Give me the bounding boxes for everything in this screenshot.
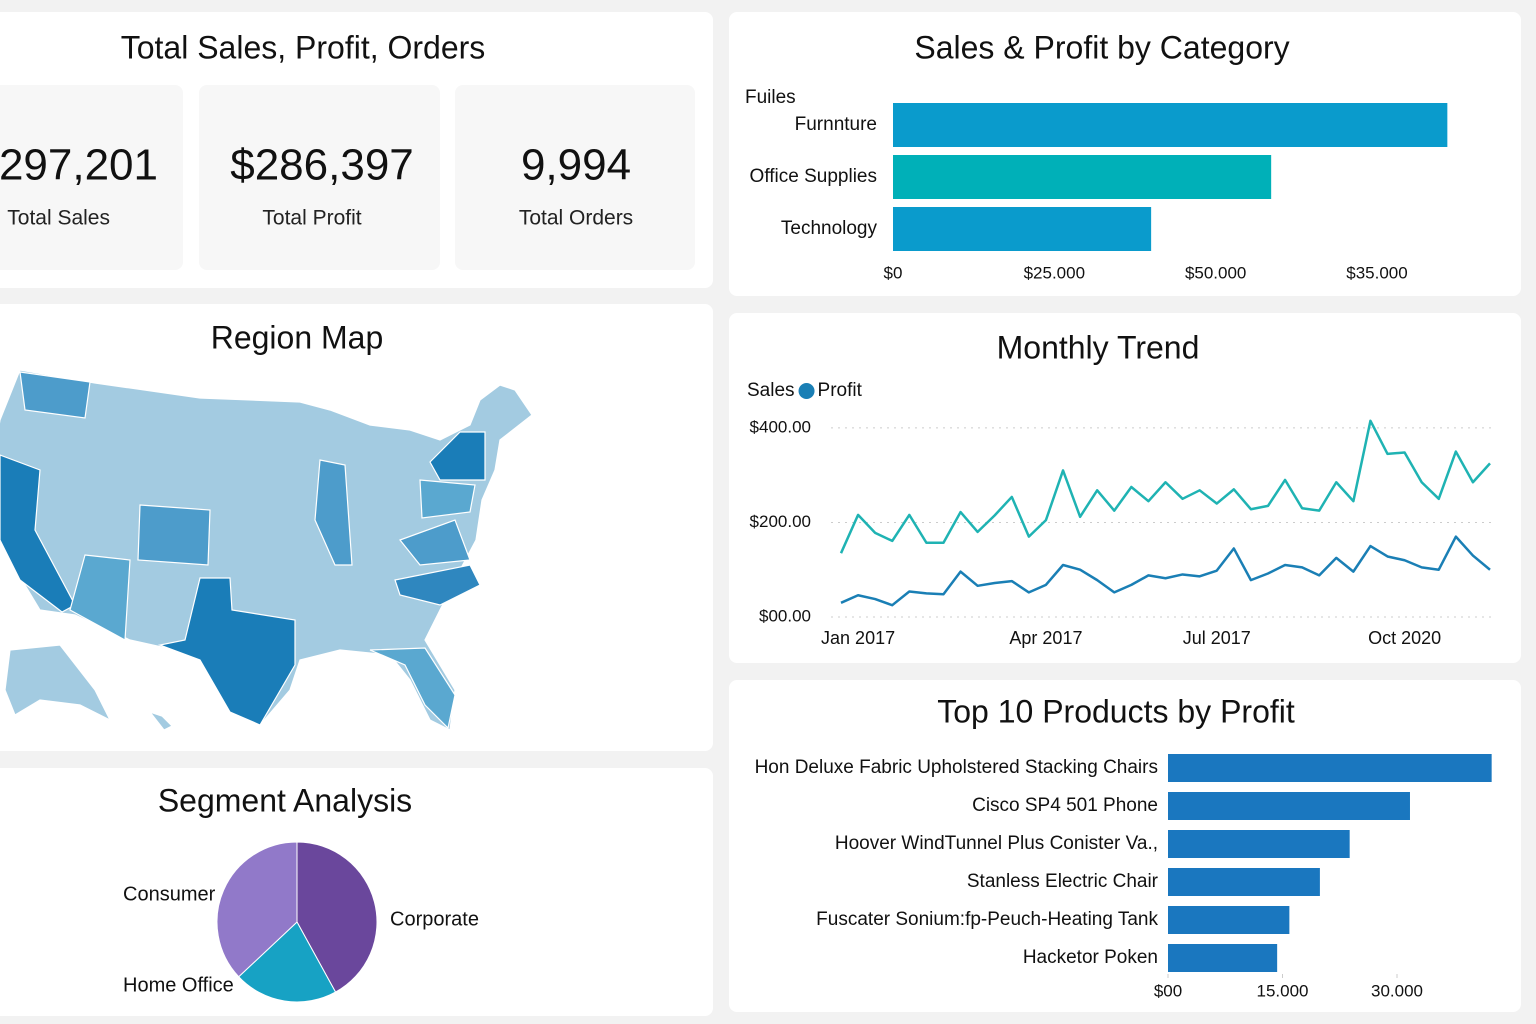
category-label: Office Supplies [750,166,877,187]
x-tick-label: 15.000 [1257,981,1309,1000]
kpi-label: Total Sales [7,207,110,230]
x-tick-label: Oct 2020 [1368,628,1441,648]
chart-title: Monthly Trend [997,329,1200,365]
y-tick-label: $400.00 [750,417,811,436]
legend-label: Profit [818,380,863,401]
annotation: Fuiles [745,87,796,108]
pie-slice [237,921,337,1003]
trend-panel [729,313,1521,663]
y-tick-label: $00.00 [759,606,811,625]
bar [1168,906,1290,934]
panel-title: Total Sales, Profit, Orders [121,29,486,65]
pie-slice [296,841,378,993]
legend-marker [798,383,815,399]
bar [1168,868,1320,896]
bar [893,103,1448,147]
bar [1168,830,1350,858]
bar [1168,944,1278,972]
chart-title: Segment Analysis [158,782,412,818]
chart-title: Sales & Profit by Category [914,29,1289,65]
pie-slice [216,841,298,978]
kpi-value: $286,397 [230,141,414,190]
bar [1168,754,1492,782]
x-tick-label: $50.000 [1185,263,1246,282]
slice-label: Consumer [123,883,216,905]
panel-title: Region Map [211,319,384,355]
category-label: Cisco SP4 501 Phone [972,795,1158,816]
category-label: Stanless Electric Chair [967,871,1159,892]
kpi-label: Total Orders [519,207,633,230]
x-tick-label: $0 [884,263,903,282]
bar [1168,792,1410,820]
category-label: Hoover WindTunnel Plus Conister Va., [835,833,1158,854]
bar [893,155,1272,199]
x-tick-label: Jul 2017 [1183,628,1251,648]
line-series [839,419,1491,554]
category-label: Hon Deluxe Fabric Upholstered Stacking C… [755,757,1158,778]
x-tick-label: $00 [1154,981,1182,1000]
x-tick-label: Jan 2017 [821,628,895,648]
x-tick-label: $25.000 [1024,263,1085,282]
slice-label: Corporate [390,908,479,930]
x-tick-label: 30.000 [1371,981,1423,1000]
kpi-card [199,85,440,270]
category-label: Hacketor Poken [1023,947,1158,968]
y-tick-label: $200.00 [750,512,811,531]
legend-label: Sales [747,380,795,401]
us-map [0,369,533,731]
chart-title: Top 10 Products by Profit [937,693,1295,729]
kpi-card [455,85,695,270]
kpi-label: Total Profit [262,207,361,230]
bar [893,207,1152,251]
category-label: Furnnture [795,114,877,135]
category-label: Fuscater Sonium:fp-Peuch-Heating Tank [816,909,1158,930]
line-series [840,535,1491,607]
slice-label: Home Office [123,974,234,996]
kpi-card [0,85,183,270]
kpi-value: 9,994 [521,141,631,190]
x-tick-label: Apr 2017 [1009,628,1082,648]
x-tick-label: $35.000 [1346,263,1407,282]
category-label: Technology [781,218,878,239]
kpi-value: ,297,201 [0,141,158,190]
